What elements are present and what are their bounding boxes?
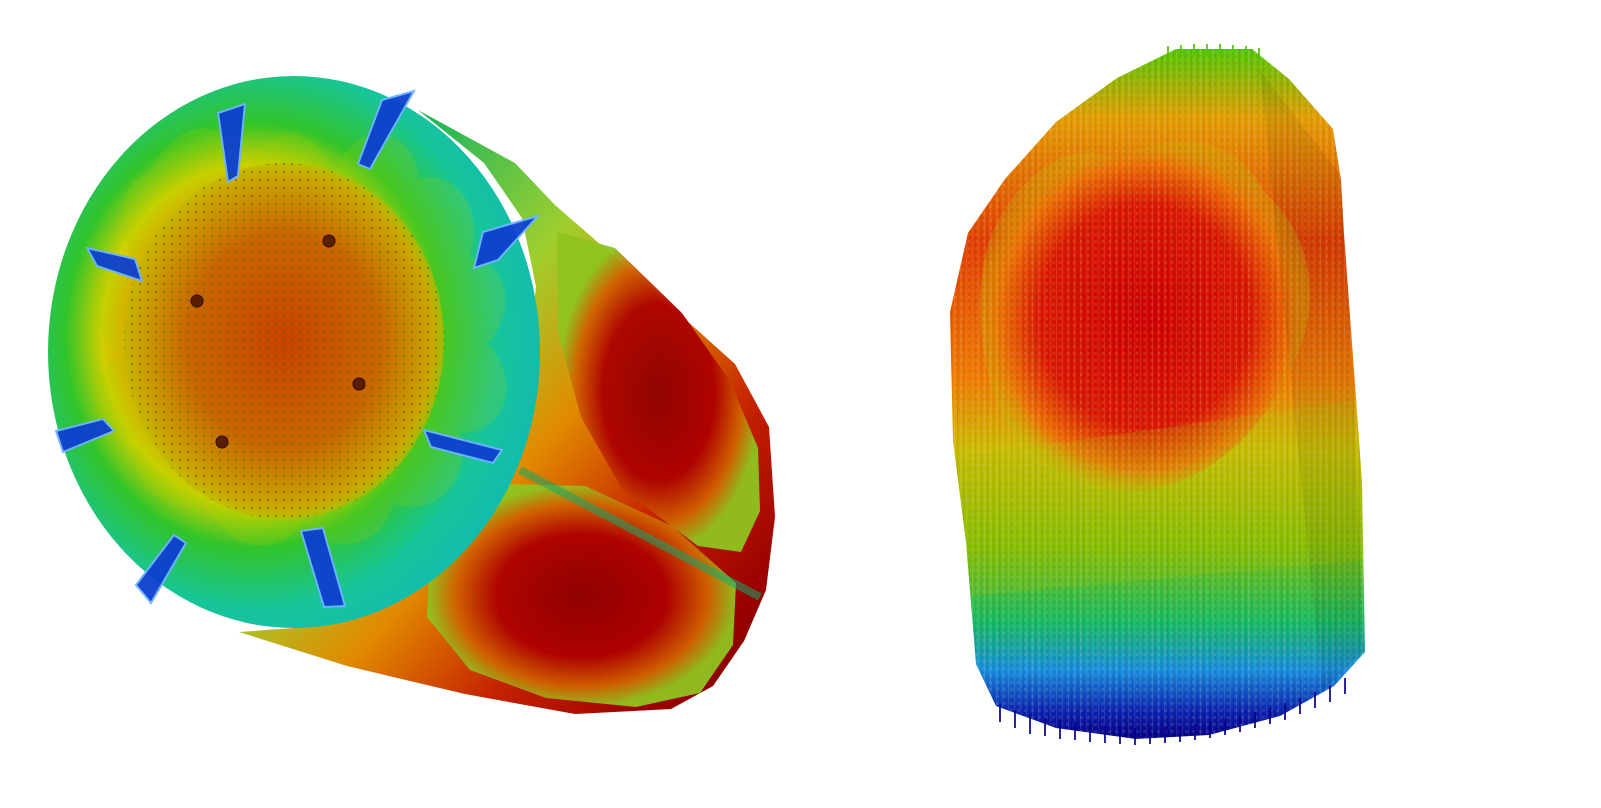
instrument-hole-1	[322, 234, 336, 248]
instrument-holes	[190, 234, 366, 449]
channel-right-upper	[472, 214, 542, 270]
rod-bundle-shadow-right	[1260, 70, 1364, 690]
rod-tips-bottom	[999, 678, 1346, 745]
channel-right-lower	[422, 428, 504, 465]
face-bumps	[94, 128, 507, 546]
instrument-hole-3	[352, 377, 366, 391]
cylinder-hot-panel-upper	[557, 232, 760, 552]
rod-bundle-pin-texture	[950, 49, 1365, 739]
channel-bottom-right	[299, 526, 347, 609]
control-channels	[54, 89, 542, 609]
rod-bundle-render	[950, 44, 1365, 745]
instrument-hole-2	[190, 294, 204, 308]
rod-tips-top	[1167, 44, 1260, 60]
channel-top-left	[216, 102, 247, 184]
channel-left-upper	[85, 246, 144, 283]
cylinder-section-render	[48, 76, 775, 714]
fuel-pin-pattern	[124, 163, 444, 519]
instrument-hole-4	[215, 435, 229, 449]
cylinder-shell-seam	[518, 466, 762, 601]
channel-top-right	[356, 89, 417, 171]
channel-left-lower	[54, 417, 116, 454]
channel-bottom-left	[134, 533, 188, 605]
